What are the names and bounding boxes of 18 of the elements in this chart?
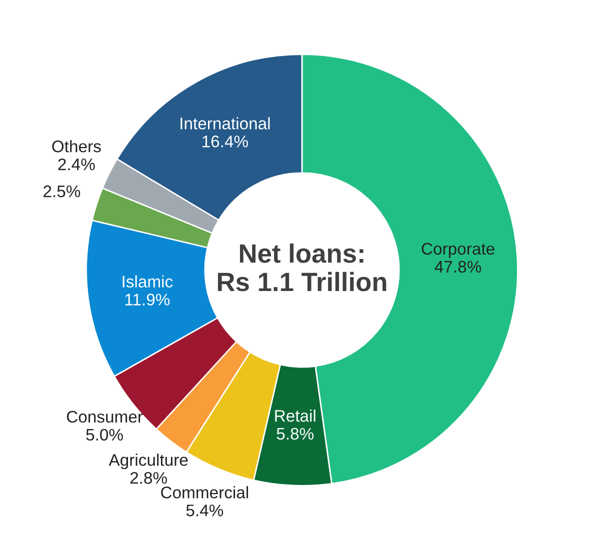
data-label: 11.9%: [125, 294, 170, 306]
data-label: 5.8%: [276, 428, 314, 440]
slice-label: Agriculture: [108, 454, 188, 470]
slice-label: Retail: [275, 409, 316, 422]
data-label: 5.0%: [86, 428, 123, 441]
slice-label: Corporate: [422, 242, 494, 258]
data-label: 47.8%: [434, 260, 482, 273]
slice-label: Commercial: [161, 486, 248, 498]
data-label: 2.8%: [130, 472, 167, 484]
slice-label: Others: [52, 140, 101, 152]
data-label: 2.4%: [58, 158, 95, 170]
data-label: 2.5%: [44, 185, 80, 198]
data-label: 16.4%: [202, 136, 248, 148]
slice-label: International: [180, 117, 270, 130]
slice-label: Consumer: [66, 410, 143, 423]
data-label: 5.4%: [186, 504, 224, 516]
slice-label: Islamic: [122, 275, 173, 288]
text: Net loans: Rs 1.1 Trillion: [218, 243, 386, 292]
